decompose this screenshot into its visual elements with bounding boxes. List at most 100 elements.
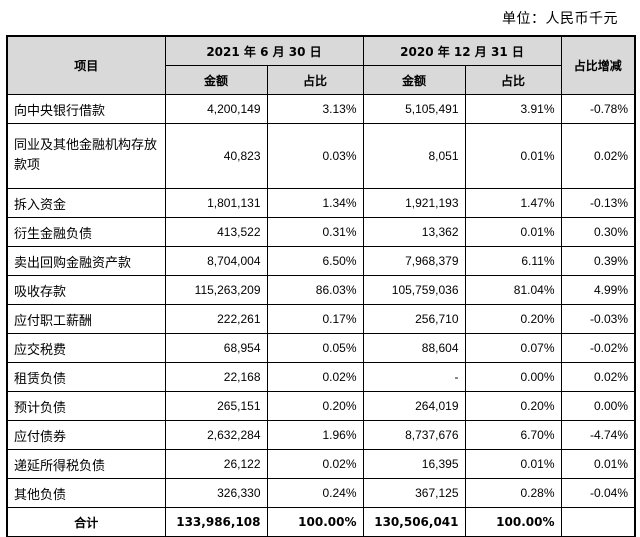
ratio-2020: 6.70%: [464, 420, 562, 450]
ratio-change: -0.02%: [560, 333, 636, 363]
total-row: 合计 133,986,108 100.00% 130,506,041 100.0…: [6, 507, 636, 537]
ratio-2020: 0.28%: [464, 478, 562, 508]
row-name: 吸收存款: [6, 275, 166, 305]
row-name: 同业及其他金融机构存放款项: [6, 123, 166, 189]
row-name: 预计负债: [6, 391, 166, 421]
header-period-2021: 2021 年 6 月 30 日: [164, 35, 364, 66]
ratio-2021: 3.13%: [266, 94, 364, 124]
amount-2020: 8,051: [362, 123, 466, 189]
header-ratio-2021: 占比: [266, 65, 364, 95]
ratio-change: -0.04%: [560, 478, 636, 508]
row-name: 向中央银行借款: [6, 94, 166, 124]
ratio-2020: 0.20%: [464, 304, 562, 334]
amount-2020: 256,710: [362, 304, 466, 334]
ratio-2020: 0.20%: [464, 391, 562, 421]
ratio-2021: 6.50%: [266, 246, 364, 276]
table-row: 卖出回购金融资产款 8,704,004 6.50% 7,968,379 6.11…: [6, 246, 636, 276]
table-row: 应付职工薪酬 222,261 0.17% 256,710 0.20% -0.03…: [6, 304, 636, 334]
ratio-2021: 0.17%: [266, 304, 364, 334]
ratio-2021: 0.02%: [266, 362, 364, 392]
amount-2021: 22,168: [164, 362, 268, 392]
amount-2020: 7,968,379: [362, 246, 466, 276]
table-row: 应交税费 68,954 0.05% 88,604 0.07% -0.02%: [6, 333, 636, 363]
ratio-change: 0.02%: [560, 123, 636, 189]
amount-2021: 40,823: [164, 123, 268, 189]
amount-2020: 5,105,491: [362, 94, 466, 124]
amount-2020: 1,921,193: [362, 188, 466, 218]
total-ratio-2020: 100.00%: [464, 507, 562, 537]
header-amount-2020: 金额: [362, 65, 466, 95]
table-row: 应付债券 2,632,284 1.96% 8,737,676 6.70% -4.…: [6, 420, 636, 450]
row-name: 拆入资金: [6, 188, 166, 218]
ratio-change: -4.74%: [560, 420, 636, 450]
amount-2020: 13,362: [362, 217, 466, 247]
amount-2021: 1,801,131: [164, 188, 268, 218]
table-row: 租赁负债 22,168 0.02% - 0.00% 0.02%: [6, 362, 636, 392]
header-amount-2021: 金额: [164, 65, 268, 95]
row-name: 卖出回购金融资产款: [6, 246, 166, 276]
total-amount-2020: 130,506,041: [362, 507, 466, 537]
row-name: 其他负债: [6, 478, 166, 508]
table-row: 递延所得税负债 26,122 0.02% 16,395 0.01% 0.01%: [6, 449, 636, 479]
ratio-2020: 0.07%: [464, 333, 562, 363]
ratio-2021: 0.03%: [266, 123, 364, 189]
ratio-change: -0.78%: [560, 94, 636, 124]
ratio-change: 0.02%: [560, 362, 636, 392]
table-row: 其他负债 326,330 0.24% 367,125 0.28% -0.04%: [6, 478, 636, 508]
table-row: 向中央银行借款 4,200,149 3.13% 5,105,491 3.91% …: [6, 94, 636, 124]
header-item: 项目: [6, 35, 166, 95]
amount-2020: -: [362, 362, 466, 392]
ratio-change: 4.99%: [560, 275, 636, 305]
liabilities-table: 项目 2021 年 6 月 30 日 2020 年 12 月 31 日 占比增减…: [6, 35, 636, 537]
ratio-2021: 86.03%: [266, 275, 364, 305]
table-row: 吸收存款 115,263,209 86.03% 105,759,036 81.0…: [6, 275, 636, 305]
ratio-2021: 1.96%: [266, 420, 364, 450]
table-row: 衍生金融负债 413,522 0.31% 13,362 0.01% 0.30%: [6, 217, 636, 247]
header-period-2020: 2020 年 12 月 31 日: [362, 35, 562, 66]
amount-2020: 88,604: [362, 333, 466, 363]
total-amount-2021: 133,986,108: [164, 507, 268, 537]
ratio-change: 0.30%: [560, 217, 636, 247]
amount-2021: 265,151: [164, 391, 268, 421]
table-row: 拆入资金 1,801,131 1.34% 1,921,193 1.47% -0.…: [6, 188, 636, 218]
header-ratio-2020: 占比: [464, 65, 562, 95]
amount-2021: 326,330: [164, 478, 268, 508]
header-ratio-change: 占比增减: [560, 35, 636, 95]
row-name: 应付职工薪酬: [6, 304, 166, 334]
amount-2021: 2,632,284: [164, 420, 268, 450]
ratio-change: -0.13%: [560, 188, 636, 218]
ratio-2020: 0.01%: [464, 449, 562, 479]
ratio-2020: 1.47%: [464, 188, 562, 218]
total-ratio-2021: 100.00%: [266, 507, 364, 537]
ratio-2021: 0.31%: [266, 217, 364, 247]
ratio-2020: 3.91%: [464, 94, 562, 124]
ratio-2021: 1.34%: [266, 188, 364, 218]
amount-2021: 8,704,004: [164, 246, 268, 276]
ratio-change: -0.03%: [560, 304, 636, 334]
ratio-2020: 6.11%: [464, 246, 562, 276]
amount-2021: 4,200,149: [164, 94, 268, 124]
table-row: 同业及其他金融机构存放款项 40,823 0.03% 8,051 0.01% 0…: [6, 123, 636, 189]
row-name: 衍生金融负债: [6, 217, 166, 247]
ratio-2020: 0.01%: [464, 217, 562, 247]
amount-2020: 367,125: [362, 478, 466, 508]
ratio-2020: 0.00%: [464, 362, 562, 392]
amount-2021: 26,122: [164, 449, 268, 479]
total-label: 合计: [6, 507, 166, 537]
ratio-2020: 81.04%: [464, 275, 562, 305]
row-name: 租赁负债: [6, 362, 166, 392]
ratio-change: 0.39%: [560, 246, 636, 276]
row-name: 递延所得税负债: [6, 449, 166, 479]
ratio-2021: 0.05%: [266, 333, 364, 363]
row-name: 应付债券: [6, 420, 166, 450]
amount-2020: 16,395: [362, 449, 466, 479]
total-ratio-change: [560, 507, 636, 537]
amount-2021: 68,954: [164, 333, 268, 363]
amount-2021: 222,261: [164, 304, 268, 334]
row-name: 应交税费: [6, 333, 166, 363]
amount-2020: 264,019: [362, 391, 466, 421]
ratio-2020: 0.01%: [464, 123, 562, 189]
amount-2021: 115,263,209: [164, 275, 268, 305]
ratio-2021: 0.02%: [266, 449, 364, 479]
amount-2020: 8,737,676: [362, 420, 466, 450]
